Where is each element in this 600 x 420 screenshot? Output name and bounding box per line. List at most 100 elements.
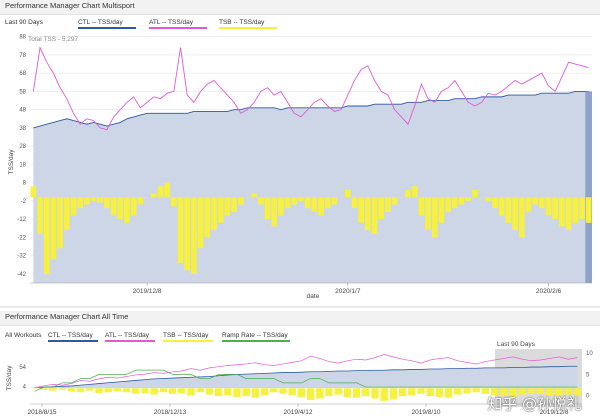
tsb-bar[interactable] [391,197,398,205]
tsb-bar[interactable] [177,197,184,263]
tsb-bar[interactable] [58,388,66,390]
tsb-bar[interactable] [157,186,164,198]
tsb-bar[interactable] [417,388,425,394]
tsb-bar[interactable] [95,388,103,393]
tsb-bar[interactable] [472,189,478,198]
tsb-bar[interactable] [378,197,385,220]
tsb-bar[interactable] [43,197,50,274]
tsb-bar[interactable] [362,388,370,397]
tsb-bar[interactable] [408,388,416,396]
tsb-bar[interactable] [104,197,110,209]
tsb-bar[interactable] [454,388,462,395]
tsb-bar[interactable] [49,388,57,391]
tsb-bar[interactable] [197,197,204,249]
tsb-bar[interactable] [260,388,269,396]
tsb-bar[interactable] [559,197,565,227]
tsb-bar[interactable] [365,197,371,231]
tsb-bar[interactable] [171,197,177,207]
tsb-bar[interactable] [90,197,97,201]
tsb-bar[interactable] [288,388,296,396]
tsb-bar[interactable] [104,388,112,393]
tsb-bar[interactable] [426,388,434,397]
tsb-bar[interactable] [217,197,224,223]
tsb-bar[interactable] [465,197,472,201]
tsb-bar[interactable] [389,388,398,400]
tsb-bar[interactable] [50,197,57,260]
tsb-bar[interactable] [525,197,532,212]
tsb-bar[interactable] [438,197,445,223]
legend2-atl[interactable]: ATL -- TSS/day [105,332,149,339]
tsb-bar[interactable] [579,197,585,220]
tsb-bar[interactable] [371,388,379,399]
legend2-tsb[interactable]: TSB -- TSS/day [163,332,208,339]
tsb-bar[interactable] [512,197,518,231]
tsb-bar[interactable] [251,388,260,398]
tsb-bar[interactable] [311,197,318,212]
ctl-selected-bar[interactable] [585,91,592,283]
tsb-bar[interactable] [425,197,431,231]
chart-multisport[interactable]: 88 78 68 58 48 38 28 18 8 -2 -12 -22 -32 -42 2019/12/8… [0,0,600,306]
tsb-bar[interactable] [264,197,271,220]
tsb-bar[interactable] [214,388,223,397]
tsb-bar[interactable] [304,197,311,209]
tsb-bar[interactable] [418,197,425,216]
tsb-bar[interactable] [205,388,214,395]
tsb-bar[interactable] [472,388,480,393]
tsb-bar[interactable] [211,197,217,231]
tsb-bar[interactable] [298,197,304,201]
tsb-bar[interactable] [291,197,298,205]
tsb-bar[interactable] [343,388,352,397]
legend2-ctl[interactable]: CTL -- TSS/day [48,332,93,339]
tsb-bar[interactable] [297,388,306,397]
tsb-bar[interactable] [150,388,158,395]
tsb-bar[interactable] [187,388,195,396]
tsb-bar[interactable] [67,388,76,392]
tsb-bar[interactable] [242,388,250,397]
tsb-bar[interactable] [338,197,344,198]
tsb-bar[interactable] [334,388,342,395]
tsb-bar[interactable] [231,197,237,212]
tsb-bar[interactable] [270,388,278,393]
legend-tsb[interactable]: TSB -- TSS/day [219,19,264,26]
tsb-bar[interactable] [84,197,90,205]
tsb-bar[interactable] [324,197,331,209]
tsb-bar[interactable] [358,197,364,223]
tsb-bar[interactable] [168,388,177,394]
tsb-bar[interactable] [184,197,191,271]
tsb-bar[interactable] [545,197,552,216]
tsb-bar[interactable] [505,197,512,223]
tsb-bar[interactable] [141,388,149,393]
panel1-range-label[interactable]: Last 90 Days [5,19,43,26]
legend2-ramp[interactable]: Ramp Rate -- TSS/day [222,332,288,339]
tsb-bar[interactable] [30,186,37,198]
tsb-bar[interactable] [532,197,538,205]
panel2-range-label[interactable]: All Workouts [5,332,42,339]
tsb-bar[interactable] [371,197,378,234]
tsb-bar[interactable] [117,197,124,220]
tsb-bar[interactable] [458,197,465,205]
tsb-bar[interactable] [224,388,232,396]
tsb-bar[interactable] [306,388,315,401]
tsb-bar[interactable] [144,197,150,198]
tsb-bar[interactable] [344,189,351,198]
tsb-bar[interactable] [251,193,257,198]
tsb-bar[interactable] [258,197,264,205]
tsb-bar[interactable] [63,197,70,231]
tsb-bar[interactable] [351,197,358,209]
tsb-bar[interactable] [159,388,168,393]
tsb-bar[interactable] [485,197,492,201]
tsb-bar[interactable] [452,197,458,209]
tsb-bar[interactable] [398,197,405,198]
tsb-bar[interactable] [405,189,411,198]
tsb-bar[interactable] [498,197,505,216]
tsb-bar[interactable] [445,197,451,212]
tsb-bar[interactable] [37,197,43,234]
tsb-bar[interactable] [113,388,122,392]
tsb-bar[interactable] [284,197,291,209]
tsb-bar[interactable] [244,197,251,198]
tsb-bar[interactable] [204,197,211,238]
tsb-bar[interactable] [492,197,498,209]
legend-atl[interactable]: ATL -- TSS/day [149,19,193,26]
tsb-bar[interactable] [30,387,39,389]
tsb-bar[interactable] [411,186,418,198]
